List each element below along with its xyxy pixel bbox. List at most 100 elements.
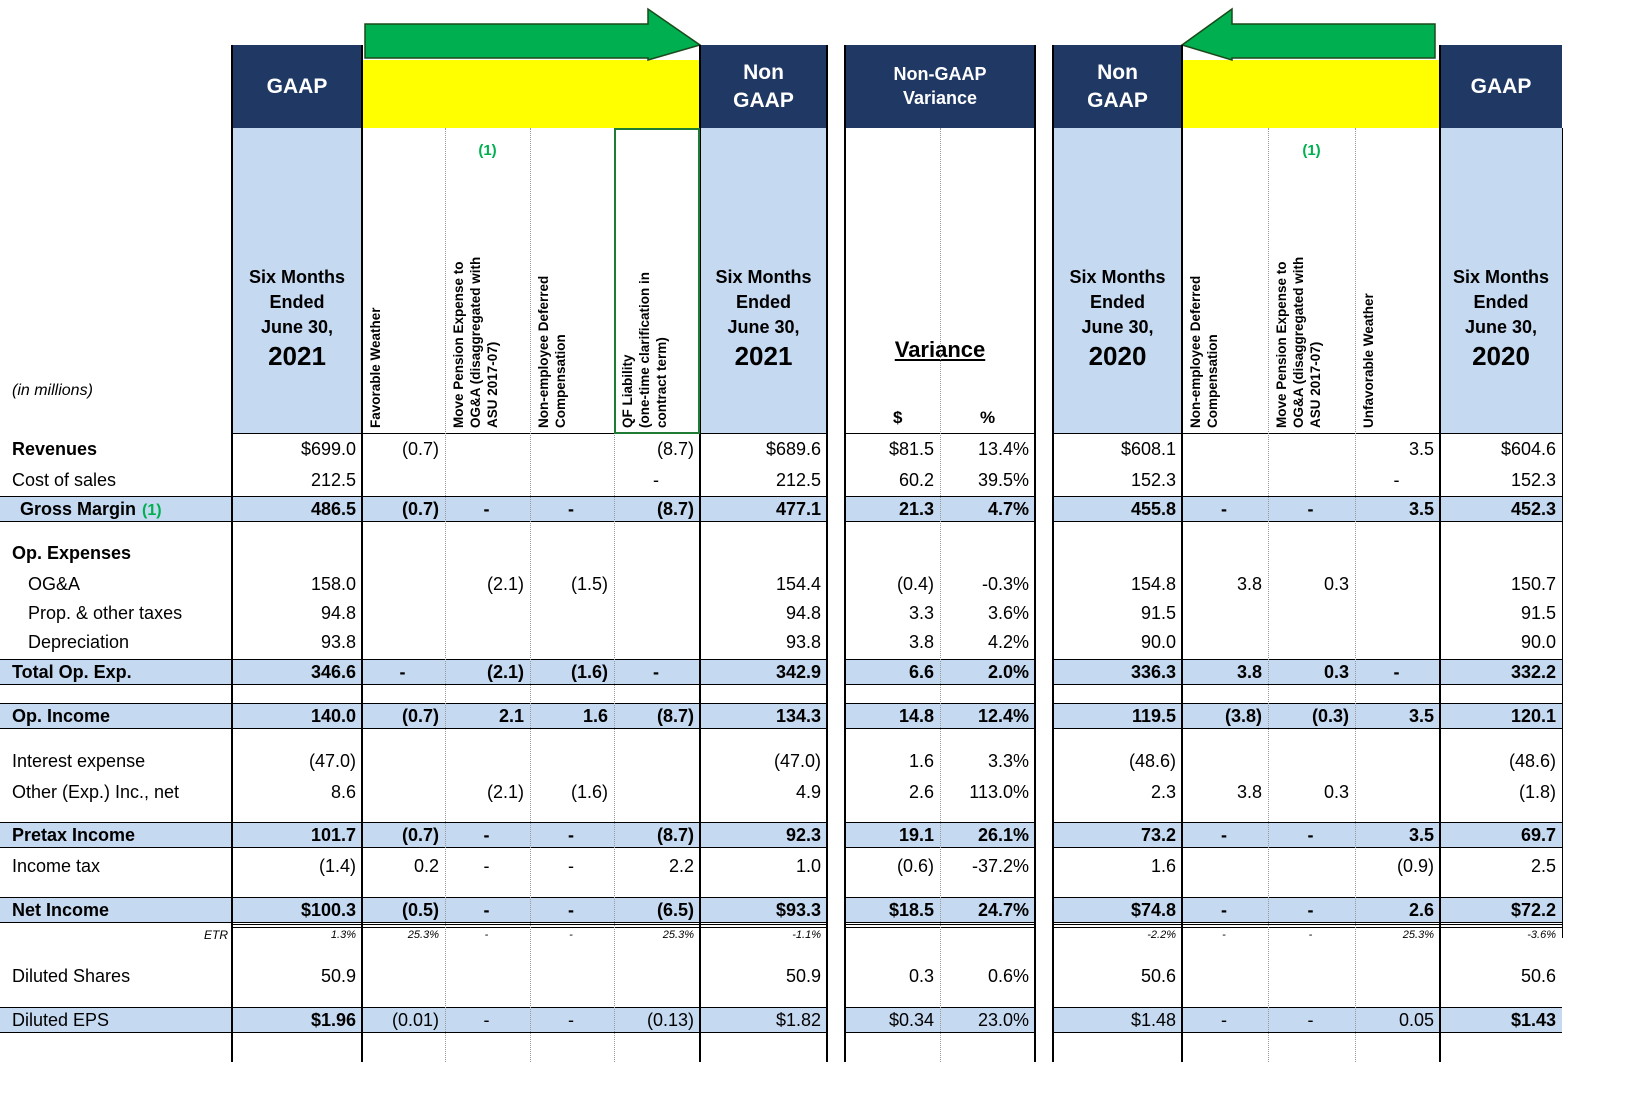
note-marker: (1): [142, 502, 162, 519]
value-cell: 154.8: [1130, 574, 1176, 594]
value-cell: (48.6): [1128, 751, 1176, 771]
text: Non-employee Deferred: [536, 275, 551, 428]
value-cell: 342.9: [775, 662, 821, 682]
value-cell: 3.3%: [987, 751, 1029, 771]
value-cell: -: [1308, 929, 1313, 941]
column-border: [826, 45, 828, 1062]
value-cell: 1.3%: [330, 929, 356, 941]
navy-header: Non GAAP: [1053, 45, 1182, 128]
row-shade: [700, 703, 827, 729]
double-rule: [1053, 924, 1562, 928]
value-cell: (1.8): [1518, 782, 1556, 802]
row-shade: [1053, 659, 1562, 685]
value-cell: 0.3: [1323, 574, 1349, 594]
period-header: Six Months Ended June 30, 2021: [700, 265, 827, 372]
value-cell: 1.6: [582, 706, 608, 726]
value-cell: 158.0: [310, 574, 356, 594]
value-cell: (0.7): [401, 499, 439, 519]
row-label: Other (Exp.) Inc., net: [12, 780, 179, 805]
value-cell: 25.3%: [407, 929, 439, 941]
text: Unfavorable Weather: [1361, 293, 1376, 428]
value-cell: 50.9: [320, 966, 356, 986]
column-divider: [614, 128, 615, 1062]
value-cell: 73.2: [1140, 825, 1176, 845]
value-cell: (48.6): [1508, 751, 1556, 771]
adjustment-header: Unfavorable Weather: [1360, 150, 1377, 428]
header-rule: [1053, 433, 1562, 434]
period-header: Six Months Ended June 30, 2021: [232, 265, 362, 372]
value-cell: -: [484, 929, 489, 941]
value-cell: -: [483, 900, 490, 920]
value-cell: -: [1307, 900, 1314, 920]
text: June 30,: [1464, 317, 1538, 337]
text: Total Op. Exp.: [12, 662, 132, 682]
navy-header: GAAP: [1440, 45, 1562, 128]
row-label: Revenues: [12, 437, 97, 462]
value-cell: 24.7%: [977, 900, 1029, 920]
row-shade: [0, 1007, 700, 1033]
text: Interest expense: [12, 751, 146, 771]
value-cell: 60.2: [898, 470, 934, 490]
value-cell: -: [483, 1010, 490, 1030]
right-arrow: [364, 7, 702, 61]
value-cell: -: [1393, 662, 1400, 682]
value-cell: 3.6%: [987, 603, 1029, 623]
value-cell: (8.7): [656, 499, 694, 519]
text: Non-employee Deferred: [1188, 275, 1203, 428]
row-shade: [0, 659, 700, 685]
value-cell: 2.5: [1530, 856, 1556, 876]
period-header: Six Months Ended June 30, 2020: [1053, 265, 1182, 372]
column-border: [699, 45, 701, 1062]
row-label: Op. Expenses: [12, 541, 131, 566]
value-cell: 154.4: [775, 574, 821, 594]
row-label: ETR: [0, 923, 228, 948]
value-cell: (8.7): [656, 706, 694, 726]
text: Six Months: [248, 267, 345, 287]
value-cell: -: [568, 1010, 574, 1030]
period-header-bg: [1440, 128, 1562, 433]
value-cell: 452.3: [1510, 499, 1556, 519]
row-label: Op. Income: [12, 704, 110, 729]
row-label: Depreciation: [28, 630, 129, 655]
column-border: [1562, 128, 1563, 938]
text: Op. Expenses: [12, 543, 132, 563]
value-cell: 0.2: [413, 856, 439, 876]
value-cell: -: [568, 499, 574, 519]
column-border: [231, 45, 233, 1062]
text: ETR: [204, 928, 228, 942]
value-cell: 25.3%: [1402, 929, 1434, 941]
text: ASU 2017-07): [485, 341, 500, 428]
period-header-bg: [1053, 128, 1182, 433]
row-label: Diluted Shares: [12, 964, 130, 989]
value-cell: 212.5: [310, 470, 356, 490]
text: Six Months: [1452, 267, 1549, 287]
value-cell: 0.6%: [987, 966, 1029, 986]
column-divider: [1268, 128, 1269, 1062]
text: ASU 2017-07): [1308, 341, 1323, 428]
value-cell: $81.5: [888, 439, 934, 459]
value-cell: 6.6: [908, 662, 934, 682]
text: Op. Income: [12, 706, 111, 726]
value-cell: 332.2: [1510, 662, 1556, 682]
navy-header: GAAP: [232, 45, 362, 128]
text: Ended: [1089, 292, 1145, 312]
value-cell: $1.82: [775, 1010, 821, 1030]
units-label: (in millions): [12, 382, 93, 399]
value-cell: -3.6%: [1527, 929, 1556, 941]
note-marker: (1): [478, 142, 497, 159]
value-cell: (8.7): [656, 825, 694, 845]
row-shade: [700, 822, 827, 848]
value-cell: 2.0%: [987, 662, 1029, 682]
yellow-band: [362, 60, 700, 128]
value-cell: 3.8: [1236, 782, 1262, 802]
value-cell: (0.7): [401, 825, 439, 845]
value-cell: 93.8: [785, 632, 821, 652]
value-cell: 90.0: [1520, 632, 1556, 652]
text: Income tax: [12, 856, 101, 876]
value-cell: 2.3: [1150, 782, 1176, 802]
navy-header: Non-GAAP Variance: [845, 45, 1035, 128]
double-rule: [232, 924, 700, 928]
value-cell: -: [1307, 1010, 1314, 1030]
text: Ended: [269, 292, 325, 312]
value-cell: $699.0: [300, 439, 356, 459]
